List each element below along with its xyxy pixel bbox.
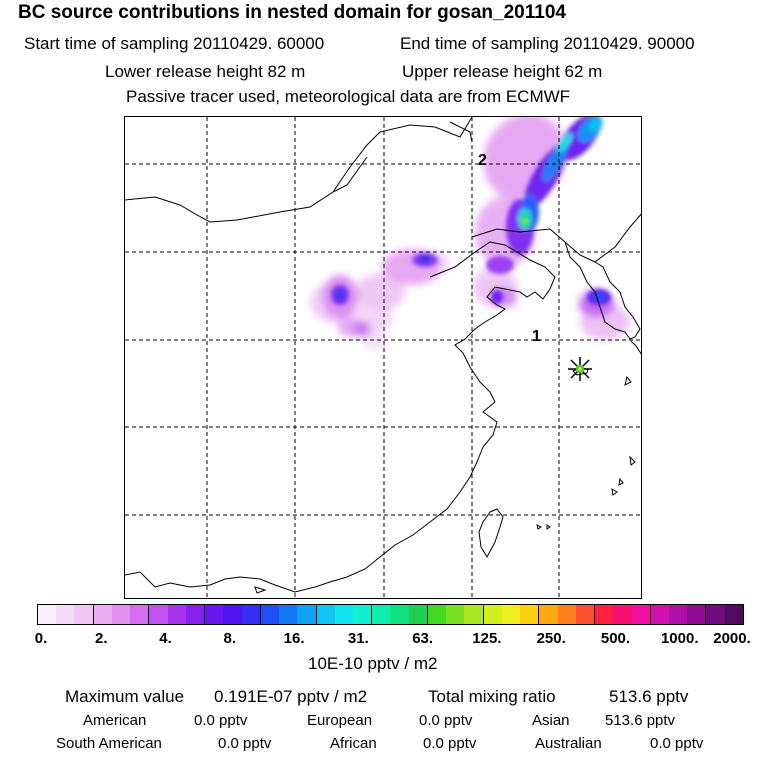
region-name: African bbox=[330, 735, 377, 752]
colorbar-segment bbox=[724, 605, 743, 624]
colorbar-segment bbox=[575, 605, 595, 624]
colorbar-segment bbox=[204, 605, 224, 624]
tracer-note: Passive tracer used, meteorological data… bbox=[126, 87, 571, 106]
region-name: American bbox=[83, 712, 147, 729]
colorbar-segment bbox=[426, 605, 447, 624]
colorbar-tick-label: 2000. bbox=[713, 630, 751, 647]
max-value: 0.191E-07 pptv / m2 bbox=[214, 687, 368, 706]
region-name: Australian bbox=[535, 735, 602, 752]
colorbar-segment bbox=[56, 605, 75, 624]
lower-release-label: Lower release height 82 m bbox=[105, 62, 306, 81]
star-icon bbox=[568, 357, 592, 381]
colorbar-tick-label: 2. bbox=[95, 630, 108, 647]
colorbar-segment bbox=[38, 605, 57, 624]
colorbar-segment bbox=[334, 605, 353, 624]
end-time-label: End time of sampling 20110429. 90000 bbox=[400, 34, 695, 53]
colorbar-segment bbox=[352, 605, 372, 624]
region-value: 0.0 pptv bbox=[194, 712, 248, 729]
upper-release-label: Upper release height 62 m bbox=[402, 62, 603, 81]
colorbar-segment bbox=[279, 605, 298, 624]
colorbar-tick-label: 0. bbox=[34, 630, 48, 647]
color-scale-bar bbox=[37, 604, 744, 625]
region-value: 0.0 pptv bbox=[218, 735, 272, 752]
colorbar-segment bbox=[446, 605, 465, 624]
marker-label-2: 2 bbox=[478, 152, 487, 169]
plot-title: BC source contributions in nested domain… bbox=[18, 2, 566, 23]
colorbar-tick-label: 63. bbox=[412, 630, 434, 647]
colorbar-tick-label: 250. bbox=[536, 630, 566, 647]
colorbar-tick-label: 125. bbox=[472, 630, 502, 647]
colorbar-segment bbox=[482, 605, 502, 624]
colorbar-segment bbox=[74, 605, 93, 624]
colorbar-segment bbox=[241, 605, 260, 624]
colorbar-segment bbox=[92, 605, 112, 624]
units-label: 10E-10 pptv / m2 bbox=[308, 654, 438, 673]
total-mixing-label: Total mixing ratio bbox=[428, 687, 556, 706]
colorbar-segment bbox=[705, 605, 725, 624]
map-panel: 1 2 bbox=[124, 116, 642, 599]
colorbar-segment bbox=[594, 605, 614, 624]
max-value-label: Maximum value bbox=[65, 687, 185, 706]
colorbar-tick-label: 1000. bbox=[660, 630, 699, 647]
region-value: 0.0 pptv bbox=[650, 735, 704, 752]
region-name: Asian bbox=[532, 712, 570, 729]
colorbar-segment bbox=[538, 605, 558, 624]
colorbar-tick-label: 16. bbox=[283, 630, 305, 647]
colorbar-segment bbox=[557, 605, 576, 624]
total-mixing-value: 513.6 pptv bbox=[609, 687, 689, 706]
colorbar-segment bbox=[167, 605, 186, 624]
colorbar-segment bbox=[148, 605, 168, 624]
colorbar-segment bbox=[613, 605, 632, 624]
colorbar-segment bbox=[631, 605, 650, 624]
colorbar-segment bbox=[315, 605, 335, 624]
region-value: 0.0 pptv bbox=[423, 735, 477, 752]
lat-lon-grid bbox=[125, 117, 641, 598]
colorbar-tick-label: 4. bbox=[159, 630, 172, 647]
colorbar-tick-label: 8. bbox=[223, 630, 237, 647]
colorbar-segment bbox=[130, 605, 149, 624]
colorbar-segment bbox=[408, 605, 427, 624]
marker-label-1: 1 bbox=[532, 328, 541, 345]
colorbar-tick-label: 31. bbox=[347, 630, 369, 647]
region-value: 513.6 pptv bbox=[605, 712, 676, 729]
concentration-field bbox=[310, 117, 630, 350]
colorbar-segment bbox=[259, 605, 280, 624]
colorbar-segment bbox=[464, 605, 483, 624]
colorbar-segment bbox=[297, 605, 316, 624]
colorbar-tick-label: 500. bbox=[600, 630, 631, 647]
start-time-label: Start time of sampling 20110429. 60000 bbox=[24, 34, 325, 53]
colorbar-segment bbox=[501, 605, 521, 624]
colorbar-segment bbox=[111, 605, 131, 624]
coastlines bbox=[125, 117, 641, 594]
colorbar-segment bbox=[520, 605, 539, 624]
colorbar-segment bbox=[371, 605, 391, 624]
colorbar-segment bbox=[390, 605, 409, 624]
region-name: European bbox=[307, 712, 373, 729]
colorbar-segment bbox=[223, 605, 242, 624]
colorbar-segment bbox=[185, 605, 205, 624]
colorbar-segment bbox=[687, 605, 706, 624]
region-value: 0.0 pptv bbox=[419, 712, 473, 729]
colorbar-segment bbox=[649, 605, 669, 624]
colorbar-segment bbox=[668, 605, 688, 624]
region-name: South American bbox=[56, 735, 162, 752]
